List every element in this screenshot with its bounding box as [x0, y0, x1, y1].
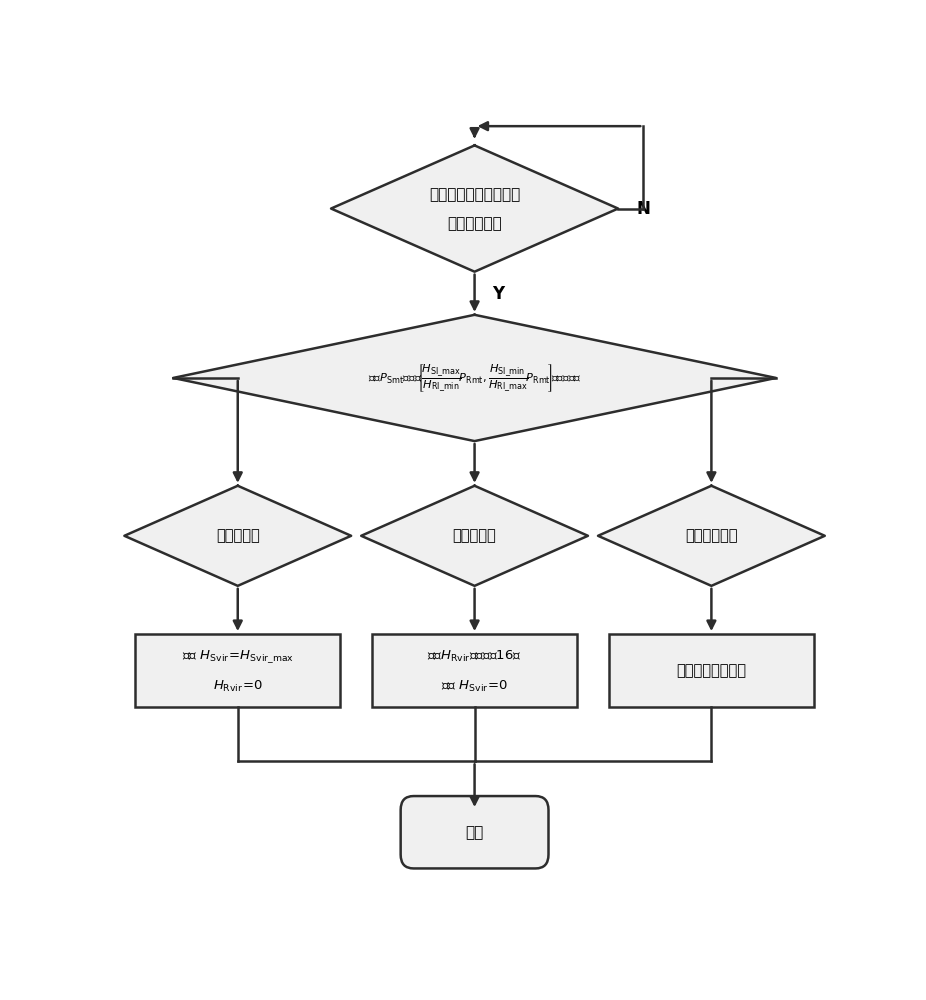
Text: 判断$P_{\rm Smt}$与区间$\!\left[\!\dfrac{H_{\rm Sl\_max}}{H_{\rm Rl\_min}}\!P_{\rm Rm: 判断$P_{\rm Smt}$与区间$\!\left[\!\dfrac{H_{\…: [368, 362, 582, 394]
Text: 位于该区间内: 位于该区间内: [685, 528, 738, 543]
Polygon shape: [361, 486, 588, 586]
FancyBboxPatch shape: [401, 796, 548, 868]
Text: 小于该区间: 小于该区间: [453, 528, 496, 543]
Text: 大于该区间: 大于该区间: [216, 528, 259, 543]
Text: 判断两区域互联电网的: 判断两区域互联电网的: [429, 187, 520, 202]
Text: 功角是否振荡: 功角是否振荡: [447, 216, 502, 231]
Text: 输出 $H_{\rm Svir}\!=\!0$: 输出 $H_{\rm Svir}\!=\!0$: [441, 678, 508, 694]
Polygon shape: [124, 486, 351, 586]
Polygon shape: [598, 486, 825, 586]
Text: Y: Y: [493, 285, 505, 303]
Text: N: N: [636, 200, 650, 218]
Text: 增大$H_{\rm Rvir}$至范围（16）: 增大$H_{\rm Rvir}$至范围（16）: [428, 649, 521, 664]
Polygon shape: [332, 145, 619, 272]
Text: 结束: 结束: [466, 825, 483, 840]
Text: 风电机组无需调节: 风电机组无需调节: [676, 663, 746, 678]
Text: $H_{\rm Rvir}\!=\!0$: $H_{\rm Rvir}\!=\!0$: [213, 678, 263, 694]
Bar: [609, 634, 814, 707]
Polygon shape: [173, 315, 776, 441]
Text: 输出 $H_{\rm Svir}\!=\!H_{\rm Svir\_max}$: 输出 $H_{\rm Svir}\!=\!H_{\rm Svir\_max}$: [181, 648, 294, 665]
Bar: [135, 634, 340, 707]
Bar: [372, 634, 577, 707]
